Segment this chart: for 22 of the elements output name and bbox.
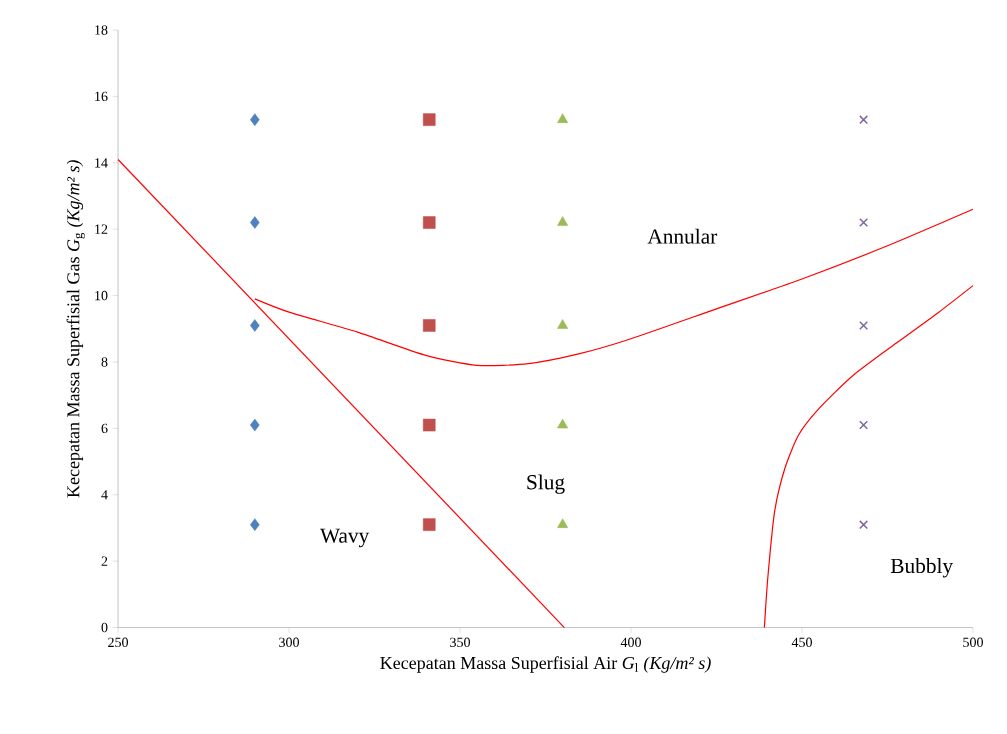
x-tick-label: 450 bbox=[791, 637, 812, 648]
x-axis-title: Kecepatan Massa Superfisial Air G$_{l}$ (Kg/m² s) bbox=[380, 656, 711, 673]
y-tick-label: 16 bbox=[95, 91, 108, 102]
y-axis-title: Kecepatan Massa Superfisial Gas G$_{g}$ (Kg/m² s) bbox=[66, 160, 85, 498]
annotation: Slug bbox=[527, 474, 565, 495]
y-tick-label: 12 bbox=[95, 224, 108, 235]
annotation: Annular bbox=[647, 228, 718, 244]
y-tick-label: 6 bbox=[101, 423, 108, 434]
annotation: Wavy bbox=[320, 528, 370, 548]
y-tick-label: 2 bbox=[101, 556, 108, 566]
x-tick-label: 350 bbox=[450, 637, 470, 648]
y-tick-label: 14 bbox=[95, 158, 108, 168]
annotation: Bubbly bbox=[890, 558, 954, 578]
y-tick-label: 18 bbox=[95, 25, 108, 35]
y-tick-label: 0 bbox=[101, 623, 108, 633]
x-tick-label: 300 bbox=[279, 637, 299, 648]
x-tick-label: 500 bbox=[963, 637, 983, 648]
x-tick-label: 400 bbox=[620, 637, 641, 648]
x-tick-label: 250 bbox=[108, 637, 129, 648]
y-tick-label: 10 bbox=[95, 291, 108, 301]
y-tick-label: 8 bbox=[101, 357, 108, 367]
y-tick-label: 4 bbox=[101, 490, 108, 500]
